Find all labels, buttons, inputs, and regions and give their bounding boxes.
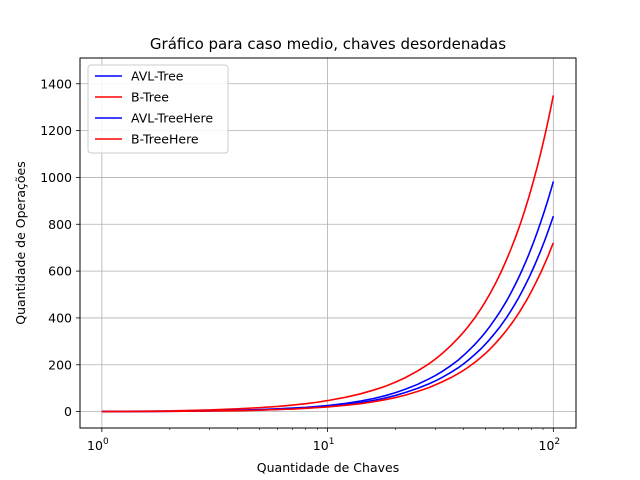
legend-label: B-TreeHere xyxy=(131,132,199,147)
legend-label: AVL-Tree xyxy=(131,69,184,84)
y-tick-label: 200 xyxy=(48,357,72,372)
y-tick-label: 0 xyxy=(64,404,72,419)
series-lines xyxy=(101,95,555,413)
y-tick-label: 1200 xyxy=(40,123,72,138)
series-line-avl-tree xyxy=(101,181,555,413)
legend-label: B-Tree xyxy=(131,90,169,105)
y-tick-label: 1000 xyxy=(40,170,72,185)
y-tick-label: 400 xyxy=(48,310,72,325)
y-axis-label: Quantidade de Operações xyxy=(13,161,28,325)
legend-box xyxy=(87,64,229,154)
x-axis-label: Quantidade de Chaves xyxy=(257,460,399,475)
series-line-b-tree xyxy=(101,95,555,413)
legend: AVL-Tree B-Tree AVL-TreeHere B-TreeHere xyxy=(87,64,229,154)
series-line-b-treehere xyxy=(101,242,555,413)
y-axis-ticks: 0 200 400 600 800 1000 1200 1400 xyxy=(40,76,80,419)
y-tick-label: 1400 xyxy=(40,76,72,91)
legend-label: AVL-TreeHere xyxy=(131,111,213,126)
y-tick-label: 600 xyxy=(48,264,72,279)
chart-title: Gráfico para caso medio, chaves desorden… xyxy=(150,35,506,53)
y-tick-label: 800 xyxy=(48,217,72,232)
